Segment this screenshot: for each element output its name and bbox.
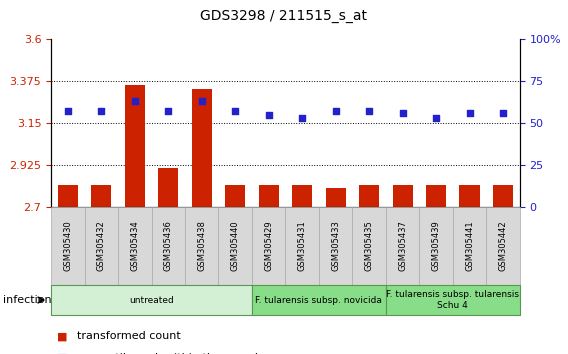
Text: GSM305439: GSM305439 xyxy=(432,221,441,272)
Point xyxy=(231,108,240,114)
Point xyxy=(63,108,72,114)
Point xyxy=(331,108,340,114)
Text: ■: ■ xyxy=(57,353,67,354)
Point xyxy=(97,108,106,114)
Point xyxy=(465,110,474,116)
Bar xyxy=(91,185,111,207)
Text: infection: infection xyxy=(3,295,52,305)
Bar xyxy=(58,185,78,207)
Text: GSM305433: GSM305433 xyxy=(331,221,340,272)
Point xyxy=(499,110,508,116)
Text: F. tularensis subsp. tularensis
Schu 4: F. tularensis subsp. tularensis Schu 4 xyxy=(386,290,519,310)
Bar xyxy=(392,185,412,207)
Text: GSM305436: GSM305436 xyxy=(164,221,173,272)
Text: GSM305429: GSM305429 xyxy=(264,221,273,272)
Bar xyxy=(426,185,446,207)
Point xyxy=(398,110,407,116)
Bar xyxy=(191,90,212,207)
Point xyxy=(432,115,441,121)
Text: GSM305438: GSM305438 xyxy=(197,221,206,272)
Text: GSM305431: GSM305431 xyxy=(298,221,307,272)
Text: untreated: untreated xyxy=(129,296,174,304)
Text: GSM305442: GSM305442 xyxy=(499,221,507,272)
Point xyxy=(130,98,139,104)
Point xyxy=(298,115,307,121)
Point xyxy=(197,98,206,104)
Bar xyxy=(493,185,513,207)
Bar xyxy=(158,168,178,207)
Text: GSM305437: GSM305437 xyxy=(398,221,407,272)
Bar xyxy=(359,185,379,207)
Text: GSM305440: GSM305440 xyxy=(231,221,240,272)
Point xyxy=(164,108,173,114)
Text: F. tularensis subsp. novicida: F. tularensis subsp. novicida xyxy=(256,296,382,304)
Text: GSM305430: GSM305430 xyxy=(64,221,72,272)
Bar xyxy=(125,85,145,207)
Text: GSM305441: GSM305441 xyxy=(465,221,474,272)
Text: GSM305435: GSM305435 xyxy=(365,221,374,272)
Bar xyxy=(460,185,479,207)
Text: ■: ■ xyxy=(57,331,67,341)
Bar xyxy=(225,185,245,207)
Point xyxy=(365,108,374,114)
Text: GDS3298 / 211515_s_at: GDS3298 / 211515_s_at xyxy=(201,9,367,23)
Bar xyxy=(292,185,312,207)
Text: GSM305434: GSM305434 xyxy=(130,221,139,272)
Bar xyxy=(325,188,346,207)
Point xyxy=(264,112,273,118)
Bar xyxy=(258,185,279,207)
Text: percentile rank within the sample: percentile rank within the sample xyxy=(77,353,265,354)
Text: transformed count: transformed count xyxy=(77,331,181,341)
Text: GSM305432: GSM305432 xyxy=(97,221,106,272)
